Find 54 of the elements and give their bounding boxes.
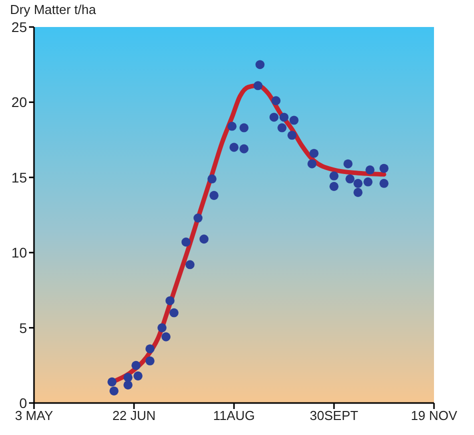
point [379, 178, 389, 188]
point [253, 81, 263, 90]
point [329, 182, 339, 191]
point [207, 174, 217, 184]
point [123, 372, 133, 382]
point [123, 380, 133, 390]
y-axis-title: Dry Matter t/ha [10, 2, 96, 17]
point [229, 142, 239, 152]
point [307, 159, 317, 168]
y-tick-label: 20 [11, 94, 28, 110]
point [131, 360, 141, 370]
point [181, 238, 191, 247]
point [185, 260, 195, 270]
point [343, 159, 353, 168]
point [365, 165, 375, 174]
x-tick-label: 3 MAY [14, 408, 54, 424]
point [157, 323, 167, 332]
point [287, 130, 297, 140]
y-tick-label: 5 [19, 320, 28, 336]
point [161, 332, 171, 342]
y-tick-label: 15 [11, 169, 28, 186]
point [107, 377, 117, 386]
point [379, 164, 389, 173]
y-tick-label: 25 [11, 18, 28, 35]
y-tick-label: 0 [19, 394, 28, 411]
point [169, 308, 179, 318]
point [227, 122, 237, 131]
point [239, 144, 249, 154]
point [109, 386, 119, 396]
point [363, 177, 373, 186]
point [353, 188, 363, 197]
point [269, 112, 279, 122]
x-tick-label: 11AUG [213, 408, 255, 424]
point [193, 214, 203, 223]
point [133, 371, 143, 380]
point [271, 96, 281, 106]
point [329, 171, 339, 180]
point [277, 123, 287, 132]
point [165, 296, 175, 306]
point [199, 234, 209, 244]
point [239, 123, 249, 132]
y-tick-label: 10 [11, 244, 28, 261]
x-tick-label: 19 NOV [410, 408, 458, 424]
point [279, 112, 289, 122]
x-tick-label: 30SEPT [310, 408, 358, 424]
point [209, 190, 219, 200]
x-tick-label: 22 JUN [112, 408, 156, 424]
point [353, 178, 363, 188]
point [255, 60, 265, 70]
point [145, 344, 155, 354]
point [289, 116, 299, 125]
point [345, 174, 355, 184]
point [309, 148, 319, 158]
point [145, 356, 155, 366]
